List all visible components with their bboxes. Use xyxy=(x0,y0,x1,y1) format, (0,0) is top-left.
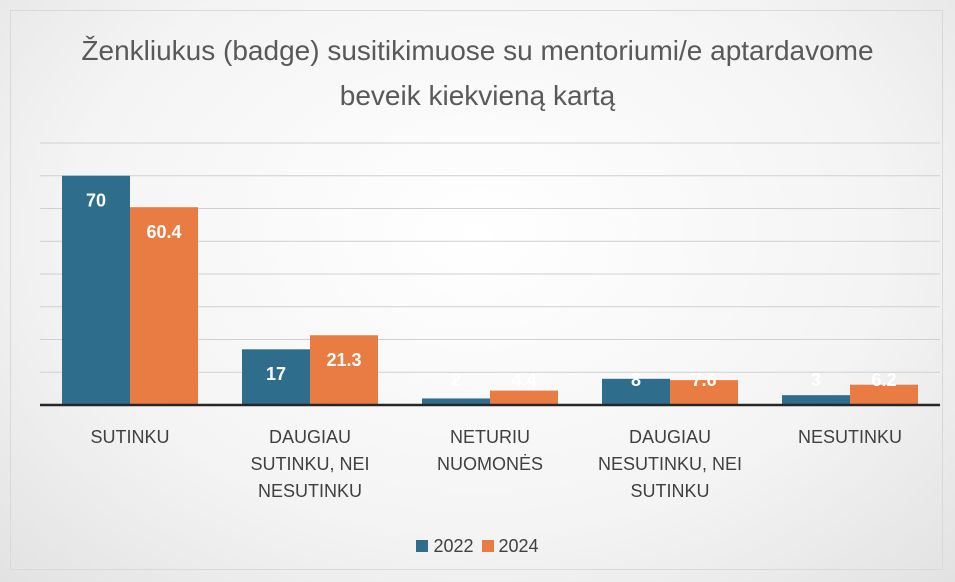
data-label: 8 xyxy=(631,370,641,390)
data-label: 3 xyxy=(811,370,821,390)
data-label: 7.6 xyxy=(691,370,716,390)
bar xyxy=(490,390,558,405)
x-tick-label: NETURIU NUOMONĖS xyxy=(436,427,543,474)
bar xyxy=(130,207,198,405)
data-label: 70 xyxy=(86,191,106,211)
legend-label: 2022 xyxy=(433,536,474,556)
data-label: 21.3 xyxy=(326,350,361,370)
bar xyxy=(310,335,378,405)
data-label: 60.4 xyxy=(146,222,181,242)
chart-frame xyxy=(10,10,943,570)
data-label: 4.4 xyxy=(511,370,536,390)
legend-item: 2024 xyxy=(481,536,539,557)
bar xyxy=(62,175,130,405)
legend-item: 2022 xyxy=(416,536,474,557)
x-tick-label: NESUTINKU xyxy=(797,427,902,447)
legend: 2022 2024 xyxy=(0,536,955,557)
x-tick-label: DAUGIAU SUTINKU, NEI NESUTINKU xyxy=(250,427,370,501)
bar xyxy=(670,380,738,405)
data-label: 2 xyxy=(451,370,461,390)
data-label: 17 xyxy=(266,364,286,384)
bar xyxy=(850,384,918,405)
bar xyxy=(242,349,310,405)
data-label: 6.2 xyxy=(871,370,896,390)
bar xyxy=(422,398,490,405)
x-tick-label: DAUGIAU NESUTINKU, NEI SUTINKU xyxy=(597,427,743,501)
legend-swatch xyxy=(416,540,429,552)
chart-title: Ženkliukus (badge) susitikimuose su ment… xyxy=(81,35,874,111)
legend-label: 2024 xyxy=(498,536,539,556)
legend-swatch xyxy=(481,540,494,552)
x-tick-label: SUTINKU xyxy=(90,427,170,447)
bar xyxy=(602,378,670,405)
bar xyxy=(782,395,850,405)
